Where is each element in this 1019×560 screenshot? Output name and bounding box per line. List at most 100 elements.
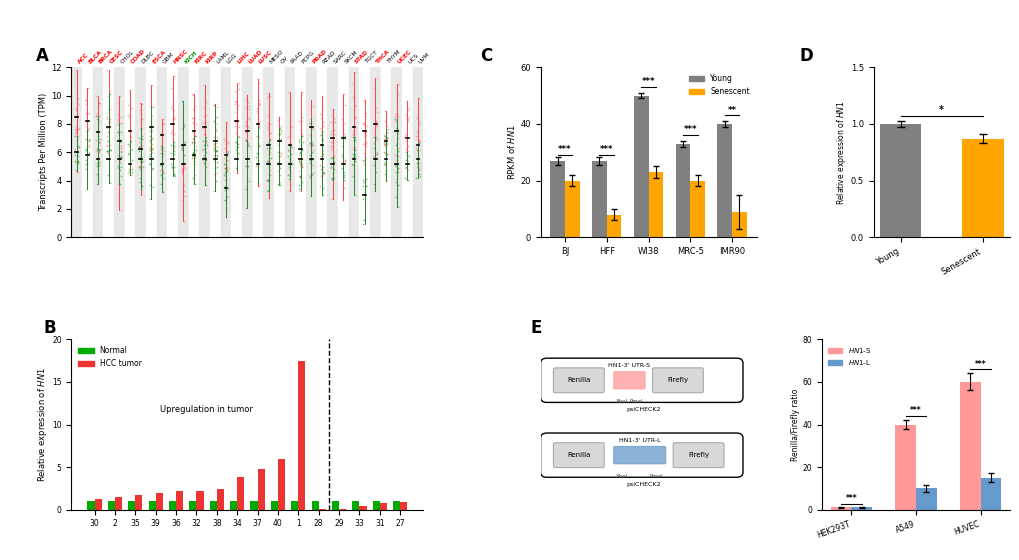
Point [79,142,96,151]
Point [102,105,118,114]
Point [184,117,201,126]
Point [209,151,225,160]
Point [101,107,117,116]
Point [399,106,416,115]
Point [344,133,361,142]
Point [262,119,278,128]
Bar [648,172,662,237]
Point [344,92,361,101]
Point [78,127,95,136]
Point [358,139,374,148]
Point [314,141,330,150]
Point [166,71,182,80]
Point [368,133,384,142]
Point [78,145,95,154]
Point [81,135,97,144]
Point [355,129,371,138]
Point [388,151,405,160]
Point [144,81,160,90]
Point [368,73,384,82]
Point [377,151,393,160]
Point [344,150,361,158]
Point [132,161,149,170]
Point [153,180,169,189]
Point [78,156,95,165]
FancyBboxPatch shape [540,358,742,403]
Text: HN1-3' UTR-S: HN1-3' UTR-S [607,363,650,368]
Bar [634,96,648,237]
Point [408,113,424,122]
Point [81,149,97,158]
Point [199,141,215,150]
Point [376,131,392,140]
Point [355,195,371,204]
Point [198,156,214,165]
Text: ESCA: ESCA [151,49,167,64]
Point [335,184,352,193]
Bar [95,498,102,510]
Point [186,152,203,161]
Bar [263,67,274,237]
Point [185,144,202,153]
Point [131,173,148,182]
Point [122,89,139,98]
Point [314,134,330,143]
Bar [156,493,163,510]
Text: B: B [43,319,56,337]
Point [376,116,392,125]
Point [174,160,191,169]
Bar [210,67,220,237]
Point [67,128,84,137]
Point [324,138,340,147]
Point [112,128,128,137]
Point [99,132,115,141]
Point [208,142,224,151]
Point [186,102,203,111]
Point [314,128,330,137]
Point [240,101,257,110]
Text: COAD: COAD [130,48,147,64]
Point [397,148,414,157]
Bar [851,507,871,510]
FancyBboxPatch shape [553,368,603,393]
Bar [352,501,359,510]
Point [324,195,340,204]
Point [163,84,179,93]
Point [270,152,286,161]
Point [185,160,202,169]
Point [142,181,158,190]
Point [302,119,318,128]
Point [410,151,426,160]
Point [208,124,224,133]
Point [291,148,308,157]
Point [163,148,179,157]
Point [69,158,86,167]
Point [377,161,393,170]
Point [356,96,372,105]
Point [91,128,107,137]
Point [109,164,125,172]
Point [131,155,148,164]
Point [165,112,181,121]
Bar [606,214,621,237]
Point [229,168,246,177]
Point [207,119,223,128]
Point [282,155,299,164]
Bar [231,67,242,237]
Bar [114,67,124,237]
Point [270,167,286,176]
Text: PRAD: PRAD [311,48,327,64]
Point [238,184,255,193]
Point [100,127,116,136]
Point [377,160,393,169]
Point [101,115,117,124]
Point [205,151,221,160]
Point [79,88,96,97]
Point [205,139,221,148]
Point [323,152,339,161]
Point [366,83,382,92]
Point [377,138,393,147]
Point [90,144,106,153]
Point [218,204,234,213]
Point [89,179,105,188]
